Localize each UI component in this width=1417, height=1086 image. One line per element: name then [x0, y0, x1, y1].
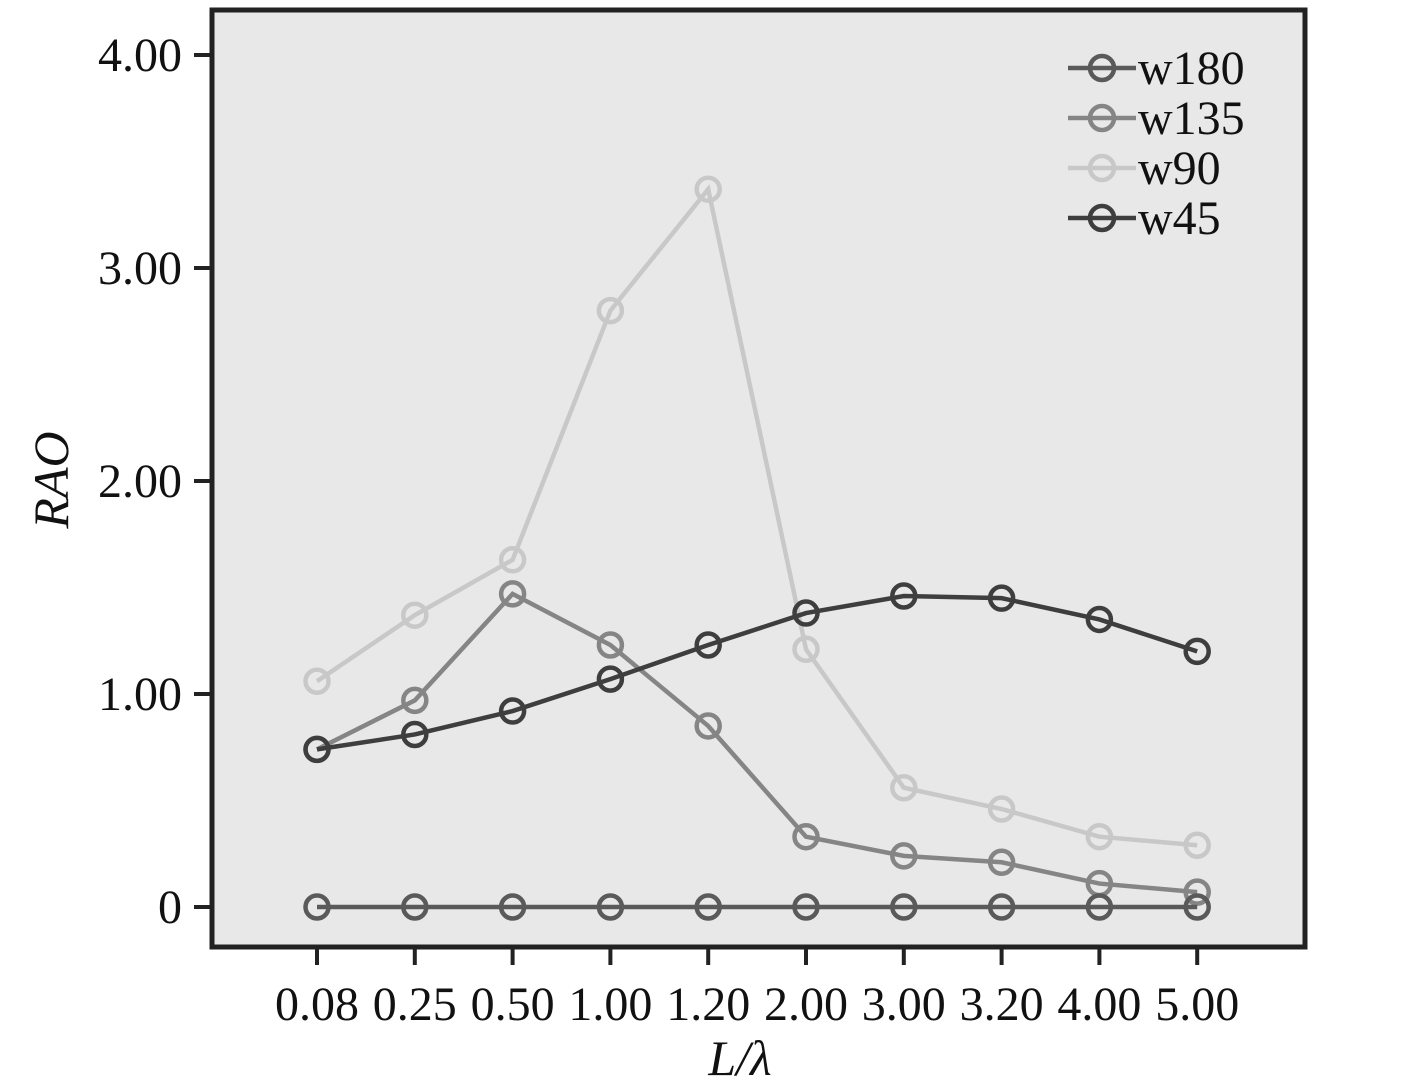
y-tick-label: 0	[158, 881, 182, 934]
y-tick-label: 2.00	[98, 455, 182, 508]
data-point-w135	[694, 712, 722, 740]
series-w135	[303, 580, 1211, 906]
legend-marker	[1087, 153, 1117, 183]
series-w45	[303, 582, 1211, 764]
x-axis: 0.08 0.25 0.50 1.00 1.20 2.00 3.00 3.20 4.00 5.00	[275, 947, 1239, 1031]
data-point-w45	[1085, 605, 1114, 634]
legend-entry-w90: w90	[1068, 142, 1221, 195]
x-tick-label: 0.25	[373, 978, 457, 1031]
series-layer	[303, 175, 1211, 921]
data-point-w135	[498, 580, 527, 608]
data-point-w45	[401, 720, 429, 749]
y-axis-title: RAO	[23, 431, 79, 529]
data-point-w90	[694, 175, 722, 203]
legend-entry-w180: w180	[1068, 42, 1245, 95]
x-axis-title: L/λ	[707, 1030, 771, 1086]
data-point-w90	[401, 601, 429, 629]
data-point-w45	[596, 665, 625, 693]
data-point-w45	[1183, 637, 1211, 666]
legend-label: w45	[1138, 192, 1221, 245]
x-tick-label: 0.08	[275, 978, 359, 1031]
x-tick-label: 3.00	[862, 978, 946, 1031]
data-point-w90	[498, 546, 527, 574]
series-w90	[303, 175, 1211, 859]
data-point-w45	[498, 697, 527, 725]
data-point-w180	[1183, 893, 1211, 921]
data-point-w90	[987, 795, 1016, 823]
data-point-w45	[987, 584, 1016, 612]
x-tick-label: 4.00	[1057, 978, 1141, 1031]
data-point-w180	[1085, 893, 1114, 921]
data-point-w90	[303, 667, 331, 695]
data-point-w45	[792, 599, 820, 627]
y-tick-label: 1.00	[98, 668, 182, 721]
series-line-w45	[316, 593, 1198, 752]
x-tick-label: 2.00	[764, 978, 848, 1031]
data-point-w180	[303, 893, 331, 921]
data-point-w45	[303, 735, 331, 764]
x-tick-label: 0.50	[471, 978, 555, 1031]
x-tick-label: 1.00	[568, 978, 652, 1031]
series-w180	[303, 893, 1211, 921]
data-point-w180	[498, 893, 527, 921]
series-line-w90	[315, 184, 1198, 848]
x-tick-label: 3.20	[960, 978, 1044, 1031]
data-point-w180	[694, 893, 722, 921]
data-point-w90	[1183, 831, 1211, 859]
data-point-w45	[694, 631, 722, 659]
x-tick-label: 5.00	[1155, 978, 1239, 1031]
data-point-w180	[890, 893, 918, 921]
data-point-w180	[987, 893, 1016, 921]
legend-entry-w135: w135	[1068, 92, 1245, 145]
data-point-w135	[987, 848, 1016, 877]
y-tick-label: 3.00	[98, 242, 182, 295]
data-point-w135	[1183, 878, 1211, 906]
data-point-w90	[890, 773, 918, 802]
legend-entry-w45: w45	[1068, 192, 1221, 245]
data-point-w90	[596, 296, 625, 325]
legend-marker	[1087, 53, 1117, 83]
legend-label: w90	[1138, 142, 1221, 195]
legend-label: w180	[1138, 42, 1245, 95]
data-point-w135	[792, 822, 820, 851]
data-point-w45	[890, 582, 918, 610]
x-tick-label: 1.20	[666, 978, 750, 1031]
legend-label: w135	[1138, 92, 1245, 145]
y-axis: 0 1.00 2.00 3.00 4.00	[98, 29, 212, 934]
data-point-w135	[890, 842, 918, 870]
data-point-w180	[596, 893, 625, 921]
data-point-w90	[1085, 822, 1114, 851]
data-point-w180	[792, 893, 820, 921]
data-point-w135	[401, 686, 429, 715]
legend-marker	[1087, 203, 1117, 233]
series-line-w135	[315, 591, 1198, 895]
legend-marker	[1087, 103, 1117, 133]
data-point-w90	[792, 635, 820, 664]
data-point-w180	[401, 893, 429, 921]
data-point-w135	[596, 631, 625, 659]
y-tick-label: 4.00	[98, 29, 182, 82]
